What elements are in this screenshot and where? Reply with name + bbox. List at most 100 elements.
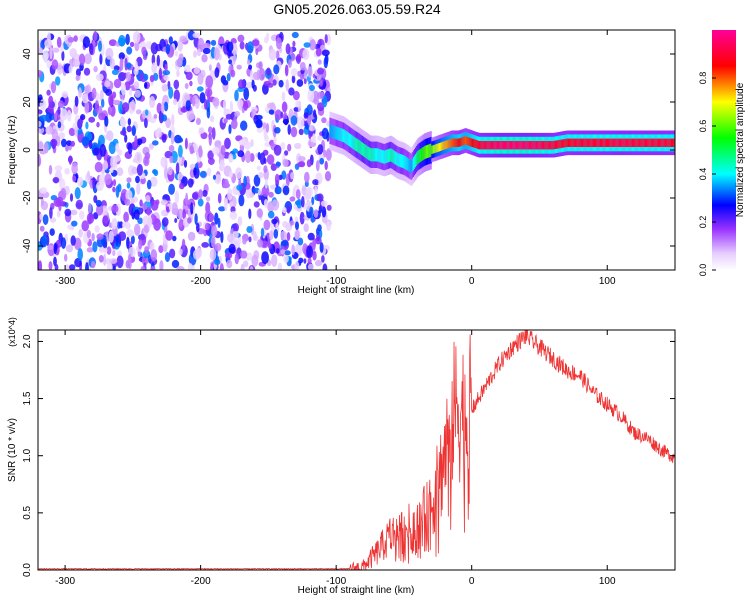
heatmap-noise-cell bbox=[129, 87, 133, 97]
heatmap-noise-cell bbox=[309, 206, 314, 216]
heatmap-noise-cell bbox=[275, 50, 280, 60]
heatmap-signal-cell bbox=[566, 138, 569, 147]
heatmap-signal-cell bbox=[547, 141, 549, 150]
heatmap-signal-cell bbox=[408, 158, 411, 172]
heatmap-noise-cell bbox=[178, 218, 183, 228]
heatmap-noise-cell bbox=[325, 148, 332, 161]
heatmap-noise-cell bbox=[86, 170, 91, 181]
heatmap-noise-cell bbox=[95, 199, 102, 207]
heatmap-signal-cell bbox=[384, 150, 387, 164]
heatmap-signal-cell bbox=[534, 141, 536, 150]
heatmap-signal-cell bbox=[376, 148, 378, 162]
heatmap-noise-cell bbox=[320, 200, 328, 207]
heatmap-signal-cell bbox=[607, 138, 609, 147]
heatmap-noise-cell bbox=[174, 50, 179, 57]
heatmap-noise-cell bbox=[210, 235, 216, 248]
heatmap-signal-cell bbox=[436, 143, 439, 153]
heatmap-signal-cell bbox=[473, 139, 476, 148]
heatmap-noise-cell bbox=[134, 40, 140, 52]
heatmap-noise-cell bbox=[280, 240, 289, 247]
heatmap-noise-cell bbox=[88, 140, 93, 149]
heatmap-noise-cell bbox=[44, 142, 49, 154]
heatmap-noise-cell bbox=[270, 184, 276, 190]
heatmap-noise-cell bbox=[214, 212, 219, 225]
heatmap-noise-cell bbox=[70, 235, 76, 246]
heatmap-noise-cell bbox=[60, 237, 67, 249]
heatmap-signal-cell bbox=[544, 141, 546, 150]
heatmap-noise-cell bbox=[179, 35, 188, 43]
heatmap-signal-cell bbox=[337, 126, 339, 141]
heatmap-noise-cell bbox=[111, 69, 119, 76]
heatmap-noise-cell bbox=[69, 264, 76, 270]
heatmap-noise-cell bbox=[275, 248, 280, 254]
heatmap-noise-cell bbox=[222, 99, 227, 110]
heatmap-noise-cell bbox=[168, 183, 176, 195]
heatmap-signal-cell bbox=[417, 151, 419, 165]
heatmap-signal-cell bbox=[380, 149, 382, 163]
heatmap-noise-cell bbox=[197, 72, 204, 85]
heatmap-noise-cell bbox=[44, 39, 53, 49]
heatmap-signal-cell bbox=[514, 141, 517, 150]
heatmap-noise-cell bbox=[189, 145, 194, 155]
heatmap-noise-cell bbox=[248, 64, 253, 70]
heatmap-noise-cell bbox=[223, 118, 228, 124]
heatmap-signal-cell bbox=[410, 160, 413, 174]
heatmap-signal-cell bbox=[549, 141, 552, 150]
heatmap-signal-cell bbox=[515, 141, 518, 150]
heatmap-noise-cell bbox=[98, 40, 102, 52]
heatmap-noise-cell bbox=[117, 183, 122, 193]
heatmap-signal-cell bbox=[554, 140, 557, 149]
heatmap-noise-cell bbox=[313, 209, 319, 218]
heatmap-noise-cell bbox=[193, 50, 197, 58]
heatmap-signal-cell bbox=[330, 124, 333, 138]
heatmap-signal-cell bbox=[407, 157, 410, 172]
heatmap-noise-cell bbox=[133, 209, 140, 221]
colorbar-tick-label: 0.2 bbox=[698, 216, 708, 229]
heatmap-signal-cell bbox=[489, 141, 492, 150]
heatmap-noise-cell bbox=[162, 69, 171, 76]
heatmap-noise-cell bbox=[240, 263, 245, 270]
heatmap-signal-cell bbox=[474, 139, 477, 148]
heatmap-signal-cell bbox=[672, 138, 674, 147]
heatmap-signal-cell bbox=[395, 151, 398, 165]
heatmap-noise-cell bbox=[234, 253, 239, 265]
heatmap-noise-cell bbox=[52, 177, 60, 184]
heatmap-noise-cell bbox=[313, 98, 320, 105]
heatmap-noise-cell bbox=[155, 199, 160, 205]
heatmap-noise-cell bbox=[197, 37, 205, 51]
heatmap-signal-cell bbox=[560, 139, 562, 149]
heatmap-noise-cell bbox=[64, 168, 70, 175]
heatmap-signal-cell bbox=[656, 138, 659, 147]
colorbar: 0.0 0.2 0.4 0.6 0.8 Normalized spectral ampl… bbox=[698, 30, 746, 276]
heatmap-noise-cell bbox=[260, 227, 265, 237]
bottom-x-label: Height of straight line (km) bbox=[298, 585, 415, 596]
heatmap-noise-cell bbox=[183, 160, 188, 168]
heatmap-noise-cell bbox=[143, 55, 148, 61]
heatmap-signal-cell bbox=[331, 125, 334, 139]
heatmap-noise-cell bbox=[56, 210, 61, 218]
heatmap-signal-cell bbox=[561, 139, 563, 148]
heatmap-noise-cell bbox=[152, 140, 159, 146]
heatmap-noise-cell bbox=[77, 176, 84, 187]
heatmap-noise-cell bbox=[56, 36, 62, 48]
heatmap-signal-cell bbox=[587, 138, 589, 147]
heatmap-noise-cell bbox=[108, 39, 117, 47]
heatmap-noise-cell bbox=[106, 246, 112, 255]
heatmap-noise-cell bbox=[258, 172, 264, 179]
heatmap-noise-cell bbox=[185, 99, 191, 111]
heatmap-noise-cell bbox=[238, 79, 245, 90]
heatmap-signal-cell bbox=[498, 141, 501, 150]
heatmap-noise-cell bbox=[193, 167, 197, 176]
heatmap-signal-cell bbox=[453, 138, 455, 147]
heatmap-noise-cell bbox=[84, 53, 92, 65]
heatmap-noise-cell bbox=[282, 221, 289, 228]
heatmap-noise-cell bbox=[93, 65, 98, 73]
heatmap-noise-cell bbox=[184, 94, 191, 101]
heatmap-signal-cell bbox=[446, 140, 449, 149]
heatmap-noise-cell bbox=[53, 256, 57, 267]
heatmap-noise-cell bbox=[292, 40, 296, 48]
heatmap-signal-cell bbox=[460, 137, 463, 147]
heatmap-signal-cell bbox=[332, 125, 335, 139]
heatmap-noise-cell bbox=[235, 167, 243, 179]
heatmap-signal-cell bbox=[415, 154, 417, 168]
